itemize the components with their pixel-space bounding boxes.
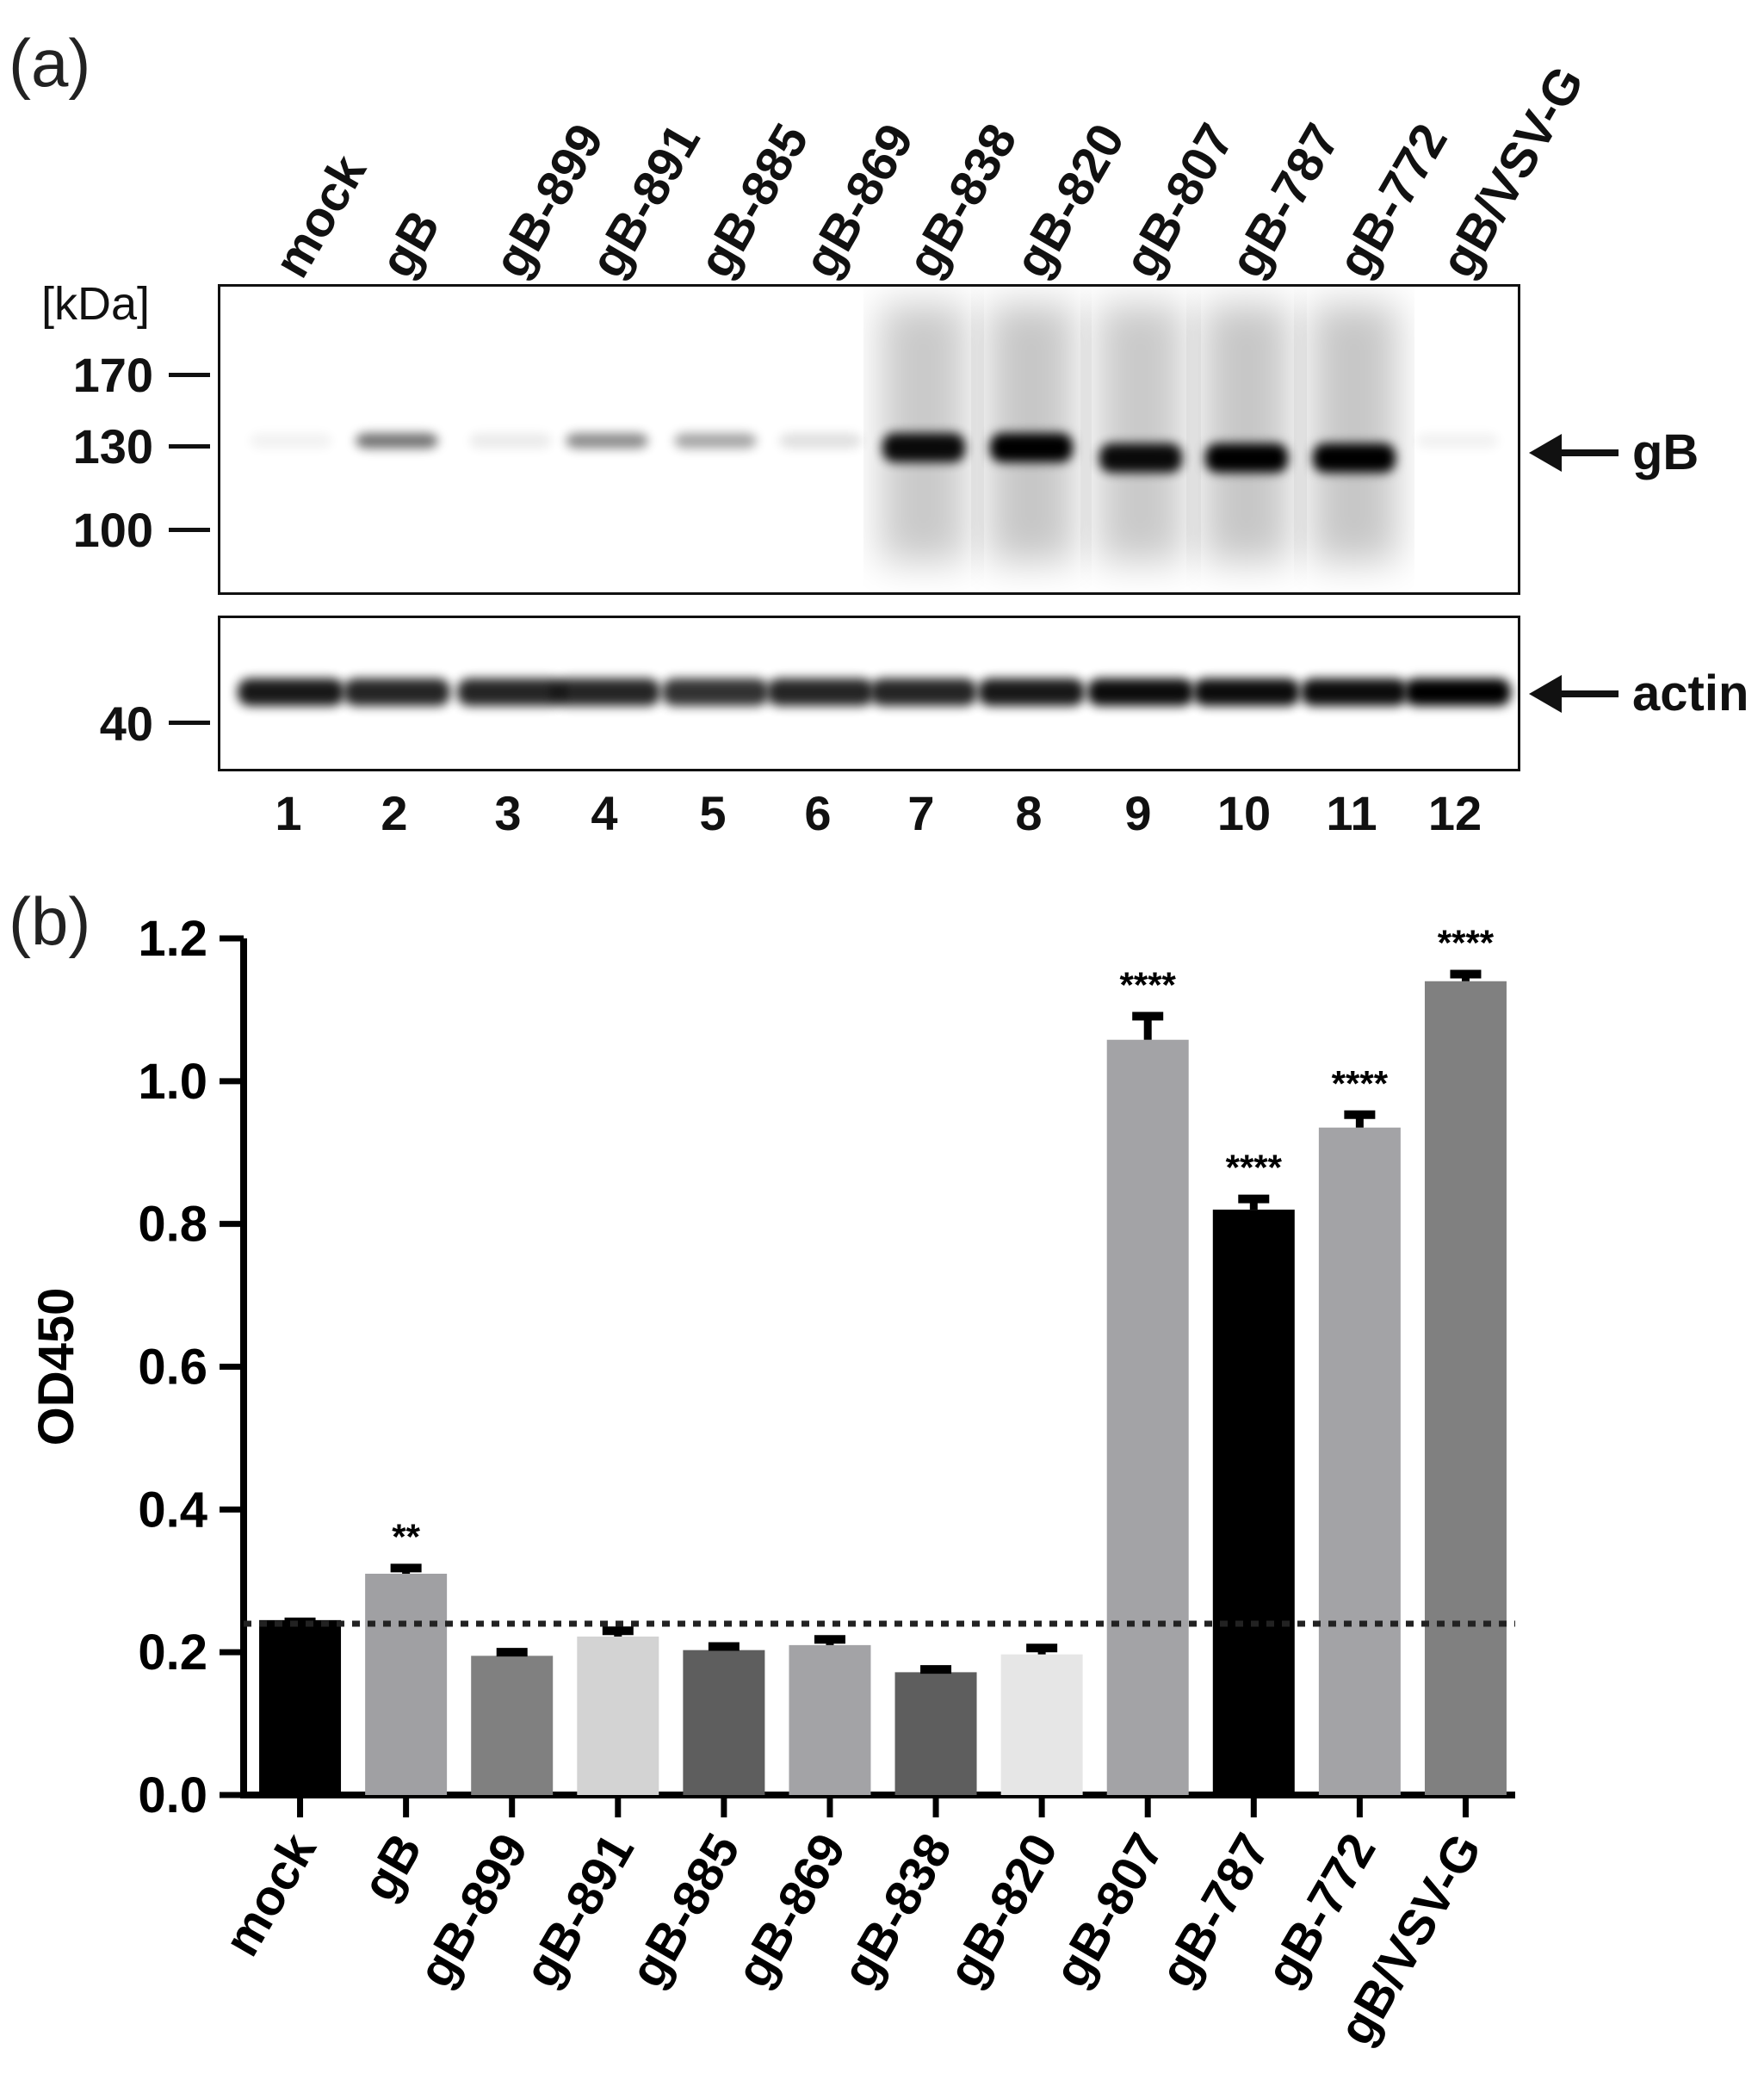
lane-number: 1	[275, 786, 302, 840]
gb-blot-image	[250, 304, 1499, 562]
x-tick-label: gB	[351, 1824, 433, 1910]
gb-band	[990, 433, 1073, 462]
actin-blot-image	[238, 678, 1511, 706]
bar	[1424, 981, 1507, 1795]
actin-band	[1301, 678, 1408, 706]
gb-band	[779, 433, 862, 449]
lane-number: 2	[381, 786, 408, 840]
gb-band	[674, 433, 757, 449]
y-tick-label: 0.8	[138, 1197, 207, 1253]
x-tick-label: mock	[214, 1823, 327, 1965]
left-arrow-icon	[1529, 674, 1619, 713]
panel-a-label: (a)	[9, 25, 91, 101]
y-tick-label: 0.6	[138, 1340, 207, 1396]
bar	[365, 1573, 448, 1795]
gb-smear	[1098, 304, 1184, 562]
gb-smear	[1311, 304, 1397, 562]
actin-mw-marker: 40	[99, 696, 153, 751]
significance-label: ****	[1438, 922, 1495, 963]
lane-number: 9	[1124, 786, 1152, 840]
gb-arrow-label: gB	[1529, 424, 1699, 481]
gb-label: gB	[1632, 424, 1699, 480]
significance-label: **	[392, 1516, 420, 1557]
significance-label: ****	[1332, 1063, 1389, 1104]
gb-band	[1205, 443, 1288, 473]
actin-mw-tick	[169, 721, 210, 725]
gb-band	[469, 433, 552, 449]
bar	[683, 1650, 765, 1795]
bar	[1318, 1127, 1401, 1795]
gb-band	[250, 433, 332, 449]
bar	[894, 1672, 977, 1795]
bar	[1212, 1210, 1295, 1795]
actin-band	[870, 678, 977, 706]
bar	[1000, 1654, 1083, 1795]
mw-tick	[169, 528, 210, 532]
gb-smear	[1204, 304, 1290, 562]
mw-tick	[169, 373, 210, 377]
gb-band	[882, 433, 965, 462]
significance-label: ****	[1120, 964, 1177, 1005]
lane-number: 12	[1427, 786, 1482, 840]
actin-label: actin	[1632, 665, 1749, 721]
lane-number: 5	[699, 786, 727, 840]
lane-number: 11	[1326, 786, 1377, 840]
actin-band	[554, 678, 660, 706]
mw-unit-label: [kDa]	[41, 278, 151, 330]
mw-marker: 170	[72, 348, 153, 402]
bar	[471, 1656, 554, 1795]
y-tick-label: 0.0	[138, 1767, 207, 1823]
gb-band	[566, 433, 648, 449]
actin-band	[1087, 678, 1194, 706]
mw-marker: 100	[72, 503, 153, 557]
y-tick-label: 1.0	[138, 1054, 207, 1110]
actin-band	[457, 678, 564, 706]
gb-band	[1099, 443, 1182, 473]
y-tick-label: 1.2	[138, 911, 207, 967]
y-axis-label: OD450	[28, 1288, 84, 1446]
lane-number: 8	[1015, 786, 1043, 840]
significance-label: ****	[1226, 1148, 1283, 1188]
lane-number: 4	[591, 786, 618, 840]
actin-band	[978, 678, 1085, 706]
lane-number: 7	[907, 786, 935, 840]
actin-blot	[218, 616, 1520, 771]
actin-band	[1193, 678, 1300, 706]
lane-header: gB/VSV-G	[1429, 57, 1595, 287]
actin-arrow-label: actin	[1529, 665, 1749, 722]
gb-band	[1313, 443, 1396, 473]
y-tick-label: 0.2	[138, 1625, 207, 1681]
gb-band	[1416, 433, 1499, 449]
bar	[789, 1644, 871, 1795]
y-tick-label: 0.4	[138, 1482, 207, 1538]
actin-band	[1404, 678, 1511, 706]
bar	[1106, 1039, 1189, 1795]
actin-band	[344, 678, 450, 706]
lane-header: gB	[368, 201, 451, 287]
panel-b-label: (b)	[9, 883, 91, 959]
actin-band	[662, 678, 769, 706]
mw-tick	[169, 444, 210, 449]
actin-band	[767, 678, 874, 706]
mw-marker: 130	[72, 419, 153, 474]
lane-number: 3	[494, 786, 522, 840]
left-arrow-icon	[1529, 433, 1619, 472]
od450-bar-chart: 0.00.20.40.60.81.01.2OD450mock**gBgB-899…	[28, 911, 1515, 2054]
lane-number: 10	[1216, 786, 1272, 840]
bar	[577, 1636, 659, 1795]
lane-number: 6	[804, 786, 832, 840]
actin-band	[238, 678, 344, 706]
gb-blot	[218, 284, 1520, 595]
bar	[259, 1619, 342, 1795]
lane-header: mock	[263, 145, 377, 287]
gb-band	[356, 433, 438, 449]
